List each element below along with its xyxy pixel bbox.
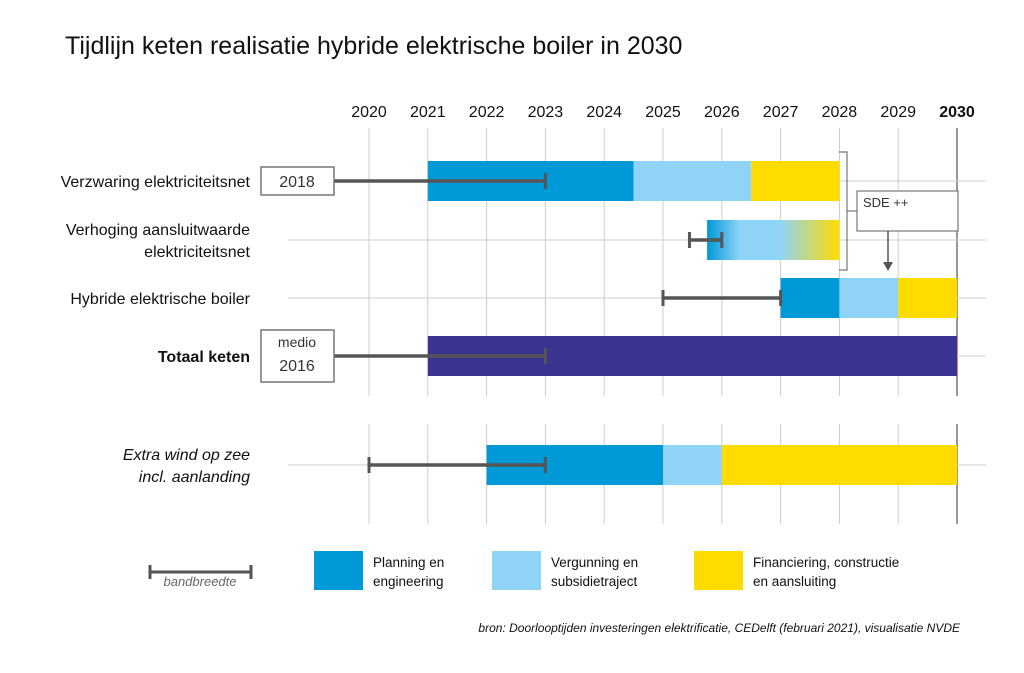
- row-1-start-box-text: 2018: [279, 174, 315, 191]
- year-label-2024: 2024: [586, 104, 622, 121]
- year-label-2026: 2026: [704, 104, 740, 121]
- row-1-label: Verzwaring elektriciteitsnet: [61, 174, 251, 191]
- row-4-start-box-text: medio: [278, 334, 316, 350]
- row-4-start-box: [260, 329, 335, 383]
- row-3-bar-planning: [780, 278, 840, 318]
- year-label-2025: 2025: [645, 104, 681, 121]
- row-5-bar-financiering: [721, 445, 957, 485]
- row-1-bar-financiering: [751, 161, 840, 201]
- row-3-bar-financiering: [898, 278, 957, 318]
- legend-bandwidth-label: bandbreedte: [163, 574, 236, 589]
- year-label-2028: 2028: [822, 104, 858, 121]
- legend-label-planning: engineering: [373, 574, 444, 589]
- year-label-2030: 2030: [939, 104, 975, 121]
- year-label-2029: 2029: [880, 104, 916, 121]
- row-1-start-box: [260, 166, 335, 196]
- legend-label-financiering: en aansluiting: [753, 574, 836, 589]
- legend-label-vergunning: Vergunning en: [551, 555, 638, 570]
- sde-label: SDE ++: [863, 195, 909, 210]
- sde-arrow-head: [883, 262, 893, 271]
- legend-label-financiering: Financiering, constructie: [753, 555, 899, 570]
- year-label-2021: 2021: [410, 104, 446, 121]
- source-note: bron: Doorlooptijden investeringen elekt…: [478, 621, 961, 635]
- sde-bracket: [839, 151, 848, 271]
- row-5-bar-vergunning: [663, 445, 722, 485]
- row-2-label: Verhoging aansluitwaarde: [66, 222, 250, 239]
- legend-swatch-planning: [314, 551, 363, 590]
- row-3-bar-vergunning: [839, 278, 899, 318]
- row-2-label: elektriciteitsnet: [144, 244, 250, 261]
- sde-box: [856, 190, 959, 232]
- legend-label-vergunning: subsidietraject: [551, 574, 638, 589]
- year-label-2023: 2023: [528, 104, 564, 121]
- row-2-bar-gradient: [707, 220, 840, 260]
- row-4-label: Totaal keten: [158, 349, 250, 366]
- row-1-bar-vergunning: [633, 161, 752, 201]
- legend-label-planning: Planning en: [373, 555, 444, 570]
- legend-swatch-financiering: [694, 551, 743, 590]
- legend-swatch-vergunning: [492, 551, 541, 590]
- row-5-label: Extra wind op zee: [123, 447, 250, 464]
- sde-annotation: SDE ++: [839, 151, 959, 271]
- chart-title: Tijdlijn keten realisatie hybride elektr…: [65, 32, 682, 60]
- row-3-label: Hybride elektrische boiler: [70, 291, 250, 308]
- row-5-label: incl. aanlanding: [139, 469, 250, 486]
- year-label-2022: 2022: [469, 104, 505, 121]
- year-label-2027: 2027: [763, 104, 799, 121]
- year-label-2020: 2020: [351, 104, 387, 121]
- row-4-start-box-text: 2016: [279, 358, 315, 375]
- bars: 2018 medio 2016: [260, 161, 957, 485]
- legend: bandbreedte Planning en engineering Vergunn…: [148, 551, 899, 590]
